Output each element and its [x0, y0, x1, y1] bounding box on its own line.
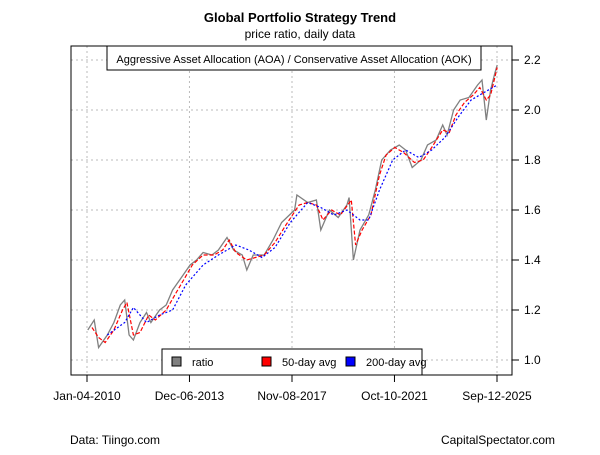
grid — [71, 46, 512, 375]
x-tick-label: Dec-06-2013 — [155, 389, 225, 403]
legend-label: ratio — [192, 357, 213, 369]
y-tick-label: 1.8 — [524, 153, 541, 167]
y-axis: 1.0 1.2 1.4 1.6 1.8 2.0 2.2 — [512, 53, 541, 367]
legend: ratio 50-day avg 200-day avg — [161, 348, 427, 376]
footer-site: CapitalSpectator.com — [441, 433, 555, 447]
x-tick-label: Sep-12-2025 — [462, 389, 532, 403]
chart-title: Global Portfolio Strategy Trend — [204, 10, 396, 25]
chart-subtitle: price ratio, daily data — [245, 27, 356, 41]
y-tick-label: 1.6 — [524, 203, 541, 217]
y-tick-label: 1.0 — [524, 353, 541, 367]
x-tick-label: Nov-08-2017 — [257, 389, 327, 403]
legend-swatch — [171, 356, 182, 367]
legend-swatch — [261, 356, 272, 367]
annotation-text: Aggressive Asset Allocation (AOA) / Cons… — [116, 54, 471, 66]
legend-label: 200-day avg — [366, 357, 427, 369]
footer-source: Data: Tiingo.com — [70, 433, 160, 447]
y-tick-label: 2.2 — [524, 53, 541, 67]
annotation-box — [106, 45, 482, 71]
series-line-ratio — [87, 64, 498, 350]
legend-box — [161, 348, 423, 376]
legend-label: 50-day avg — [282, 357, 336, 369]
legend-swatch — [345, 356, 356, 367]
x-tick-label: Oct-10-2021 — [361, 389, 428, 403]
y-tick-label: 1.4 — [524, 253, 541, 267]
x-axis: Jan-04-2010 Dec-06-2013 Nov-08-2017 Oct-10-… — [53, 375, 532, 403]
series-line-50-day-avg — [91, 67, 498, 344]
series-lines — [87, 64, 498, 350]
series-line-200-day-avg — [106, 84, 498, 336]
x-tick-label: Jan-04-2010 — [53, 389, 121, 403]
y-tick-label: 1.2 — [524, 303, 541, 317]
y-tick-label: 2.0 — [524, 103, 541, 117]
